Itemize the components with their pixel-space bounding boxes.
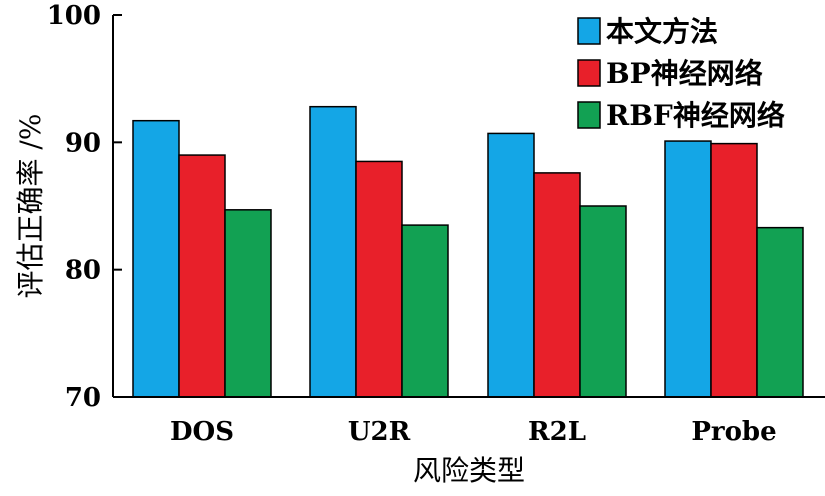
x-category-label: Probe: [691, 417, 776, 447]
legend-label-2: BP神经网络: [606, 57, 763, 90]
bar-probe-series-1: [664, 140, 712, 398]
bar-u2r-series-1: [309, 105, 357, 398]
bar-probe-series-3: [756, 226, 804, 398]
bar-u2r-series-3: [401, 224, 449, 398]
axes-group: [112, 15, 825, 398]
y-ticks-group: 70 80 90 100: [47, 1, 122, 413]
bar-r2l-series-3: [579, 205, 627, 398]
bar-dos-series-1: [132, 119, 180, 398]
x-axis-title: 风险类型: [413, 454, 525, 487]
bars-group: [132, 105, 804, 398]
bar-dos-series-2: [178, 154, 226, 398]
y-tick-label: 90: [65, 128, 101, 158]
y-tick-label: 100: [47, 1, 101, 31]
bar-r2l-series-2: [533, 172, 581, 398]
legend-swatch-1: [577, 17, 601, 45]
y-axis-title: 评估正确率 /%: [14, 114, 47, 299]
bar-r2l-series-1: [487, 132, 535, 398]
x-category-label: DOS: [170, 417, 234, 447]
x-category-label: U2R: [348, 417, 411, 447]
legend-label-3: RBF神经网络: [606, 99, 785, 132]
bar-dos-series-3: [224, 209, 272, 398]
legend-swatch-3: [577, 101, 601, 129]
legend-label-1: 本文方法: [606, 15, 718, 48]
x-category-label: R2L: [528, 417, 586, 447]
legend-swatch-2: [577, 59, 601, 87]
bar-u2r-series-2: [355, 160, 403, 398]
y-tick-label: 80: [65, 256, 101, 286]
bar-probe-series-2: [710, 142, 758, 398]
legend: 本文方法 BP神经网络 RBF神经网络: [577, 15, 785, 132]
x-categories-group: DOS U2R R2L Probe: [170, 417, 777, 447]
y-tick-label: 70: [65, 383, 101, 413]
